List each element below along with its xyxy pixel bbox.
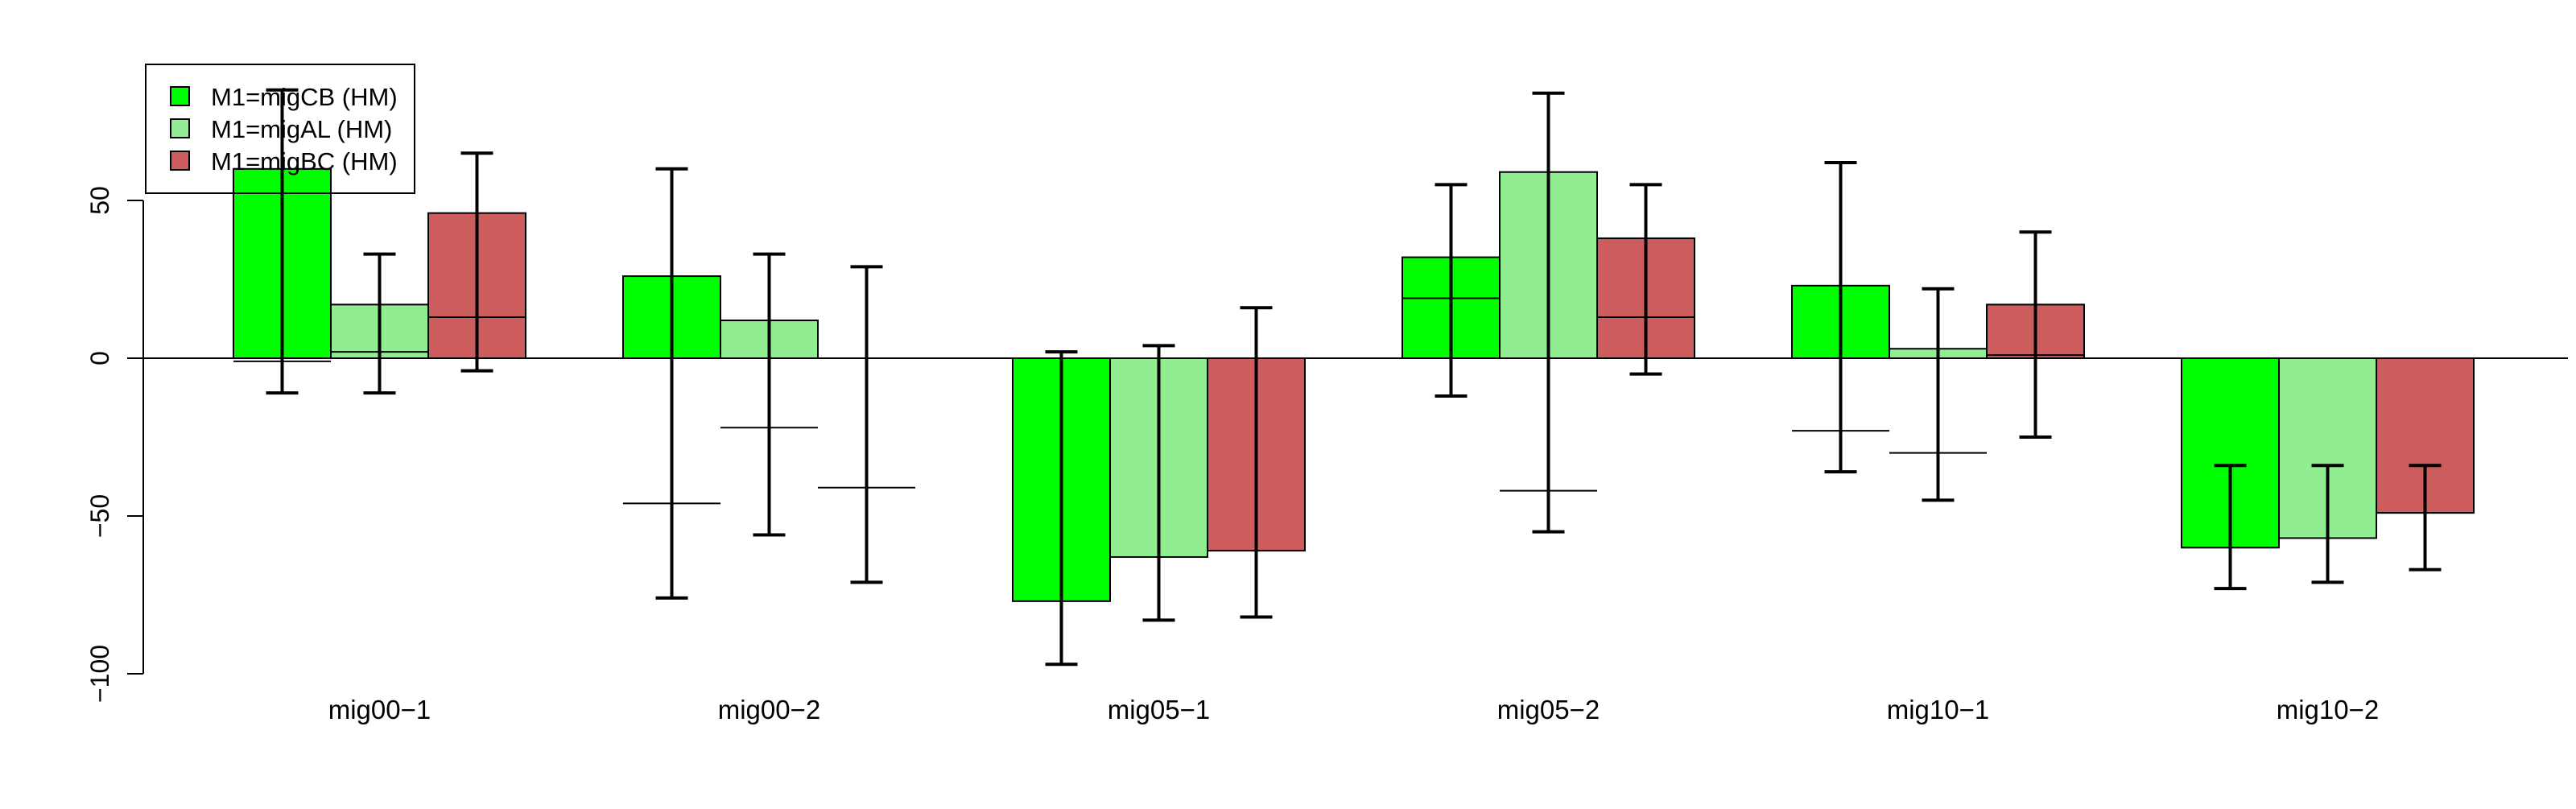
y-tick-label: −50 [85, 494, 114, 538]
legend-swatch [170, 151, 190, 171]
y-tick-label: 0 [85, 351, 114, 365]
x-tick-label: mig00−1 [328, 695, 431, 724]
x-tick-label: mig10−1 [1887, 695, 1990, 724]
legend-label: M1=migCB (HM) [211, 83, 398, 111]
y-axis: −100 −50 0 50 [85, 186, 144, 703]
x-tick-label: mig05−2 [1497, 695, 1600, 724]
y-tick-label: 50 [85, 186, 114, 215]
error-bars-layer [266, 88, 2442, 667]
legend-swatch [170, 118, 190, 138]
legend-box [145, 64, 415, 194]
x-labels-layer: mig00−1 mig00−2 mig05−1 mig05−2 mig10−1 mig10… [328, 695, 2380, 724]
legend-label: M1=migBC (HM) [211, 147, 398, 175]
bars-layer [233, 167, 2475, 602]
legend: M1=migCB (HM) M1=migAL (HM) M1=migBC (HM) [145, 64, 415, 194]
legend-swatch [170, 86, 190, 106]
x-tick-label: mig10−2 [2277, 695, 2380, 724]
y-tick-label: −100 [85, 645, 114, 703]
x-tick-label: mig05−1 [1108, 695, 1211, 724]
legend-label: M1=migAL (HM) [211, 115, 392, 143]
x-tick-label: mig00−2 [718, 695, 821, 724]
